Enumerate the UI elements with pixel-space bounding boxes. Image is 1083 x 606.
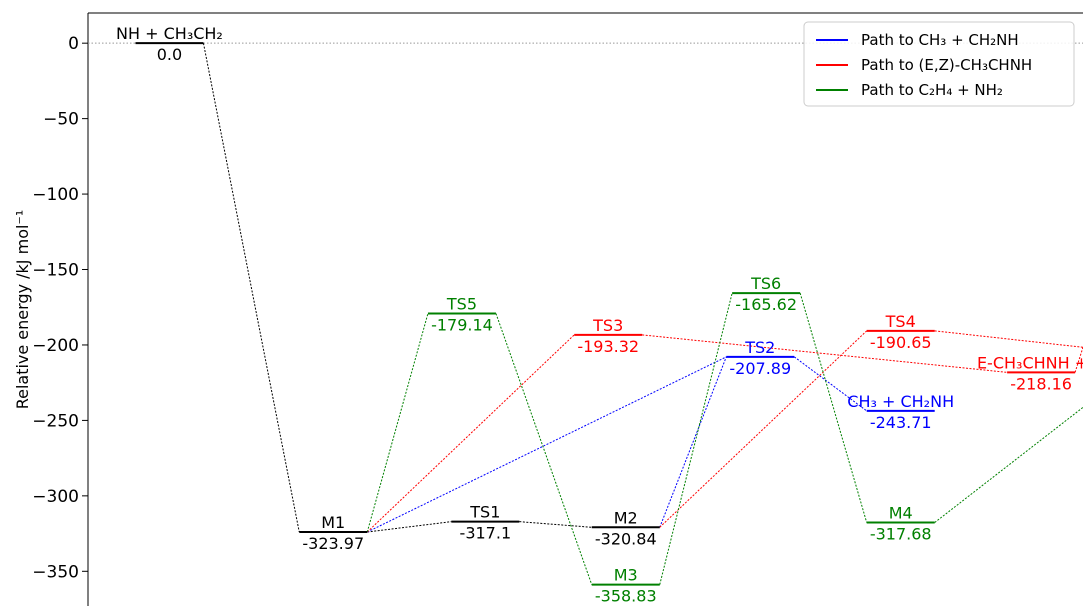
state-energy-M4: -317.68 bbox=[870, 525, 932, 544]
connector-M1-to-TS3 bbox=[366, 334, 575, 533]
state-energy-M2: -320.84 bbox=[595, 529, 657, 548]
legend-entry-label: Path to CH₃ + CH₂NH bbox=[861, 31, 1019, 49]
state-name-M1: M1 bbox=[321, 513, 345, 532]
y-tick-label: −50 bbox=[43, 110, 79, 130]
state-energy-TS6: -165.62 bbox=[735, 295, 797, 314]
connector-TS1-to-M2 bbox=[519, 521, 592, 528]
state-name-TS4: TS4 bbox=[885, 312, 916, 331]
connector-TS3-to-E_CH3CHNH bbox=[642, 334, 1008, 373]
state-energy-TS1: -317.1 bbox=[460, 524, 512, 543]
state-energy-reactants: 0.0 bbox=[157, 45, 182, 64]
state-name-M2: M2 bbox=[614, 508, 638, 527]
state-name-TS3: TS3 bbox=[592, 316, 623, 335]
state-energy-M3: -358.83 bbox=[595, 587, 657, 606]
connector-TS5-to-M3 bbox=[495, 313, 593, 585]
connector-M1-to-TS2 bbox=[367, 356, 727, 533]
legend-box bbox=[803, 21, 1075, 107]
y-tick-label: −150 bbox=[32, 261, 79, 281]
state-energy-TS2: -207.89 bbox=[729, 359, 791, 378]
state-energy-M1: -323.97 bbox=[302, 534, 364, 553]
legend-entry-label: Path to (E,Z)-CH₃CHNH bbox=[861, 56, 1032, 74]
connector-M2-to-TS2 bbox=[659, 356, 727, 528]
state-energy-CH3_CH2NH: -243.71 bbox=[870, 413, 932, 432]
connector-M3-to-TS6 bbox=[659, 292, 733, 585]
legend-entry-label: Path to C₂H₄ + NH₂ bbox=[861, 81, 1003, 99]
connector-M4-to-TS7 bbox=[934, 406, 1083, 523]
legend: Path to CH₃ + CH₂NH Path to (E,Z)-CH₃CHNH… bbox=[803, 21, 1075, 107]
state-labels: NH + CH₃CH₂ 0.0 M1 -323.97 TS5 -179.14 TS1 -317… bbox=[116, 24, 1083, 605]
state-energy-TS3: -193.32 bbox=[577, 337, 639, 356]
axes: 0 −50 −100 −150 −200 −250 −300 −350 Relative ene… bbox=[13, 12, 1083, 606]
state-name-M4: M4 bbox=[889, 504, 913, 523]
state-name-E_CH3CHNH: E-CH₃CHNH + H bbox=[977, 353, 1083, 372]
state-name-TS6: TS6 bbox=[750, 274, 781, 293]
connector-lines bbox=[202, 43, 1083, 585]
connector-TS2-to-CH3_CH2NH bbox=[794, 356, 867, 412]
y-tick-label: −200 bbox=[32, 336, 79, 356]
connector-TS4-to-Z_CH3CHNH bbox=[934, 330, 1083, 348]
connector-M1-to-TS5 bbox=[366, 313, 429, 533]
state-name-M3: M3 bbox=[614, 566, 638, 585]
connector-E_CH3CHNH-to-TS_isom bbox=[1074, 345, 1083, 373]
state-name-CH3_CH2NH: CH₃ + CH₂NH bbox=[847, 392, 954, 411]
state-name-TS2: TS2 bbox=[744, 338, 775, 357]
state-name-TS1: TS1 bbox=[469, 503, 500, 522]
state-energy-TS4: -190.65 bbox=[870, 333, 932, 352]
state-energy-E_CH3CHNH: -218.16 bbox=[1010, 374, 1072, 393]
connector-M1-to-TS1 bbox=[367, 521, 452, 533]
state-energy-TS5: -179.14 bbox=[431, 315, 493, 334]
state-name-reactants: NH + CH₃CH₂ bbox=[116, 24, 223, 43]
y-tick-label: −350 bbox=[32, 562, 79, 582]
state-name-TS5: TS5 bbox=[446, 294, 477, 313]
connector-reactants-to-M1 bbox=[202, 43, 300, 533]
y-axis-title: Relative energy /kJ mol⁻¹ bbox=[13, 210, 32, 410]
y-tick-label: −100 bbox=[32, 185, 79, 205]
connector-TS6-to-M4 bbox=[799, 292, 868, 523]
energy-levels bbox=[135, 42, 1076, 586]
y-tick-label: −300 bbox=[32, 487, 79, 507]
y-tick-label: 0 bbox=[68, 34, 79, 54]
y-tick-label: −250 bbox=[32, 411, 79, 431]
